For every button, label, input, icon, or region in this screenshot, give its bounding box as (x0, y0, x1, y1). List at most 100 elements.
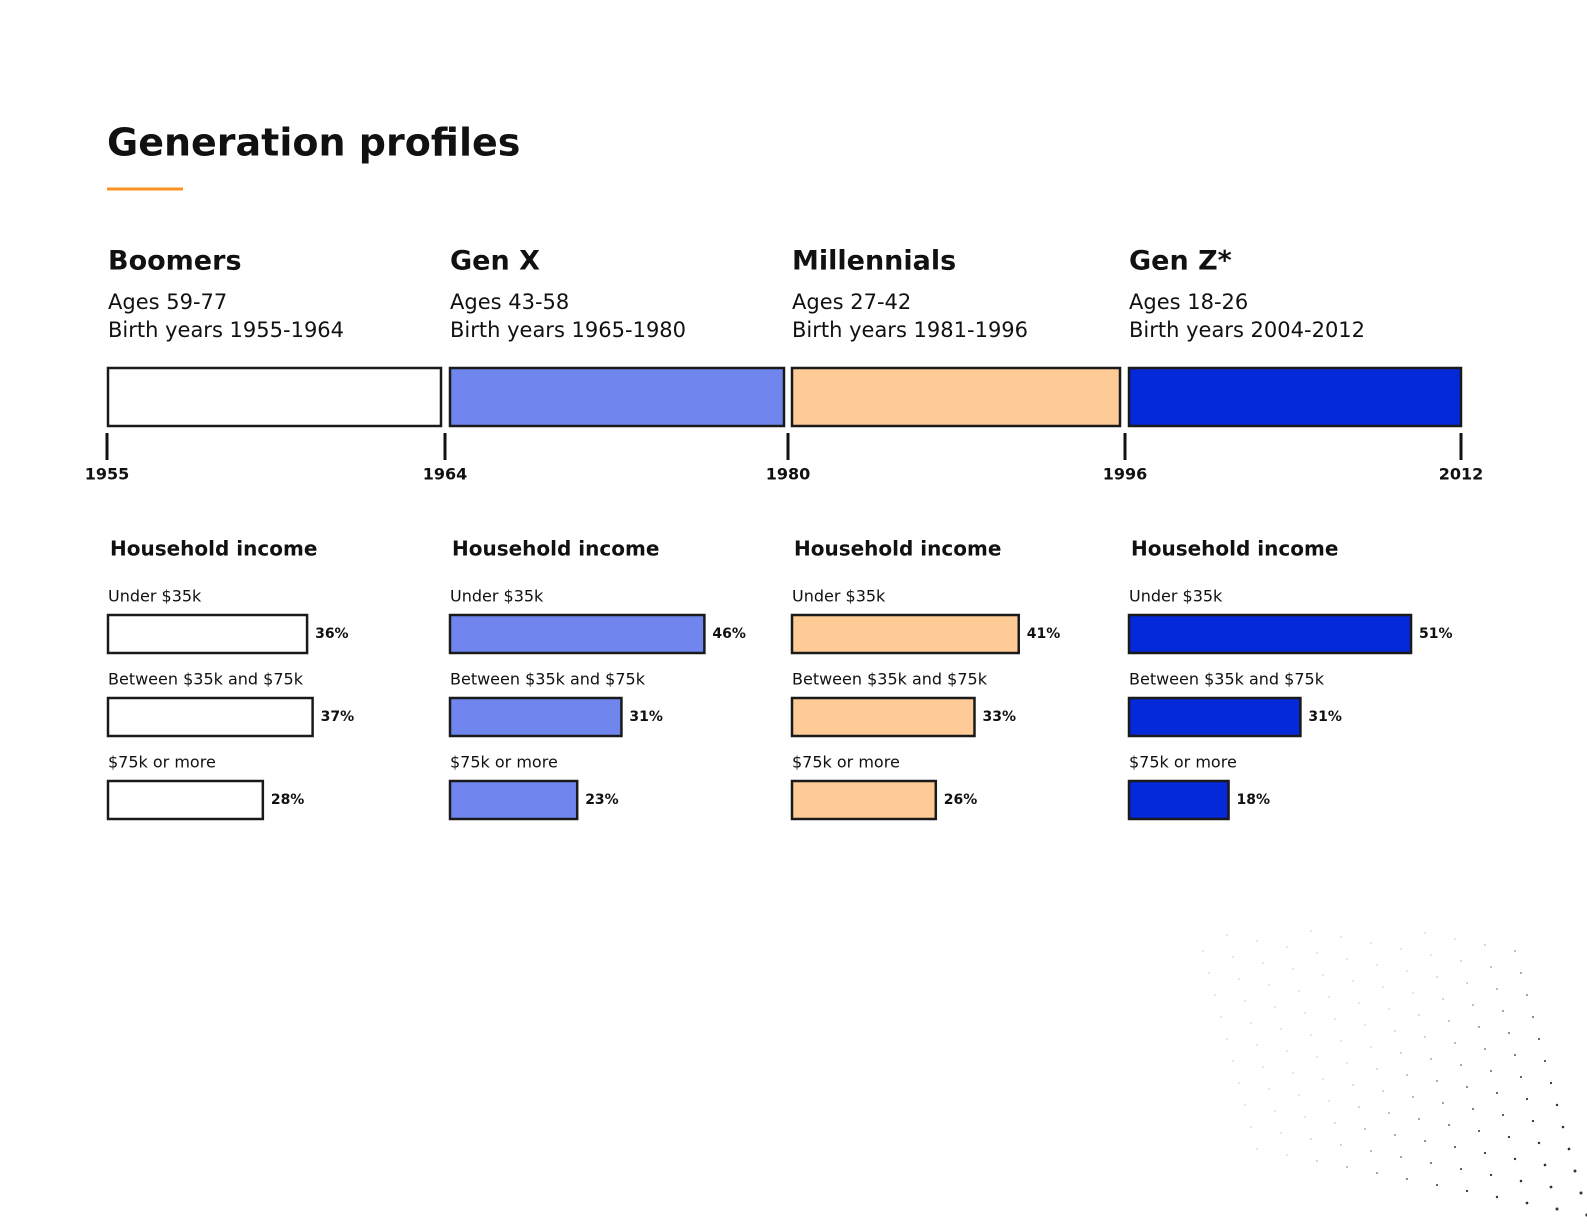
decor-dot (1364, 1128, 1366, 1130)
decor-dot (1244, 1000, 1246, 1002)
decor-dot (1442, 1102, 1444, 1104)
decor-dot (1400, 948, 1402, 950)
decor-dot (1394, 1030, 1396, 1032)
timeline-label: 1980 (766, 465, 811, 484)
decor-dot (1454, 938, 1456, 940)
value-label: 23% (585, 792, 619, 808)
decor-dot (1208, 972, 1210, 974)
value-label: 28% (271, 792, 305, 808)
bar (790, 613, 1020, 655)
bar (790, 696, 976, 738)
decor-dot (1352, 1084, 1354, 1086)
decor-dot (1579, 1191, 1583, 1195)
decor-dot (1268, 1088, 1270, 1090)
category-label: Between $35k and $75k (1129, 670, 1325, 689)
bar (1127, 696, 1302, 738)
category-label: $75k or more (1129, 753, 1237, 772)
value-label: 37% (321, 709, 355, 725)
chart-title: Household income (794, 537, 1001, 561)
decor-dot (1532, 1016, 1534, 1018)
decor-dot (1376, 1172, 1378, 1174)
decor-dot (1274, 1110, 1276, 1112)
decor-dot (1448, 1020, 1450, 1022)
decor-dot (1226, 934, 1228, 936)
decor-dot (1238, 1082, 1240, 1084)
value-label: 41% (1027, 626, 1061, 642)
decor-dot (1520, 1076, 1522, 1078)
decor-dot (1466, 982, 1468, 984)
timeline-label: 1964 (423, 465, 468, 484)
chart-title: Household income (452, 537, 659, 561)
bar (790, 779, 938, 821)
decor-dot (1256, 940, 1258, 942)
decor-dot (1250, 1022, 1252, 1024)
decor-dot (1436, 976, 1438, 978)
bar (448, 696, 623, 738)
value-label: 46% (712, 626, 746, 642)
decor-dot (1537, 1141, 1541, 1145)
decor-dot (1388, 1008, 1390, 1010)
decor-dot (1382, 986, 1384, 988)
decor-dot (1502, 1010, 1504, 1012)
decor-dot (1459, 1167, 1463, 1171)
decor-dot (1508, 1032, 1510, 1034)
decor-dot (1514, 1054, 1516, 1056)
decor-dot (1250, 1126, 1252, 1128)
decor-dot (1561, 1125, 1565, 1129)
decor-dot (1454, 1146, 1456, 1148)
bar (106, 779, 265, 821)
bar (106, 696, 314, 738)
decor-dot (1489, 1173, 1493, 1177)
decor-dot (1352, 980, 1354, 982)
decor-dot (1555, 1207, 1559, 1211)
decor-dot (1328, 1100, 1330, 1102)
category-label: Under $35k (1129, 587, 1223, 606)
timeline-label: 2012 (1439, 465, 1484, 484)
decor-dot (1298, 990, 1300, 992)
decor-dot (1483, 1151, 1487, 1155)
generation-birth-years: Birth years 1965-1980 (450, 318, 686, 342)
decor-dot (1280, 1132, 1282, 1134)
decor-dot (1340, 936, 1342, 938)
value-label: 26% (944, 792, 978, 808)
bar (448, 779, 579, 821)
generation-ages: Ages 18-26 (1129, 290, 1248, 314)
category-label: $75k or more (792, 753, 900, 772)
decor-dot (1244, 1104, 1246, 1106)
decor-dot (1460, 960, 1462, 962)
decor-dot (1322, 974, 1324, 976)
decor-dot (1346, 1062, 1348, 1064)
decor-dot (1418, 1014, 1420, 1016)
category-label: Between $35k and $75k (108, 670, 304, 689)
decor-dot (1328, 996, 1330, 998)
decor-dot (1526, 994, 1528, 996)
decor-dot (1406, 1178, 1408, 1180)
value-label: 31% (629, 709, 663, 725)
generation-name: Boomers (108, 246, 242, 277)
bar (106, 613, 309, 655)
bar (448, 613, 706, 655)
generation-name: Gen X (450, 246, 540, 277)
decor-dot (1496, 1092, 1498, 1094)
timeline-bar (790, 366, 1122, 428)
decor-dot (1232, 956, 1234, 958)
decor-dot (1507, 1135, 1511, 1139)
decor-dot (1388, 1112, 1390, 1114)
decor-dot (1424, 1036, 1426, 1038)
decor-dot (1490, 966, 1492, 968)
category-label: Between $35k and $75k (792, 670, 988, 689)
decor-dot (1549, 1081, 1553, 1085)
value-label: 31% (1308, 709, 1342, 725)
decor-dot (1286, 1050, 1288, 1052)
decor-dot (1340, 1144, 1342, 1146)
decor-dot (1370, 942, 1372, 944)
decor-dot (1400, 1156, 1402, 1158)
decor-dot (1520, 972, 1522, 974)
decor-dot (1442, 998, 1444, 1000)
decor-dot (1465, 1189, 1469, 1193)
decor-dot (1238, 978, 1240, 980)
decor-dot (1501, 1113, 1505, 1117)
timeline-bar (1127, 366, 1463, 428)
decor-dot (1478, 1130, 1480, 1132)
